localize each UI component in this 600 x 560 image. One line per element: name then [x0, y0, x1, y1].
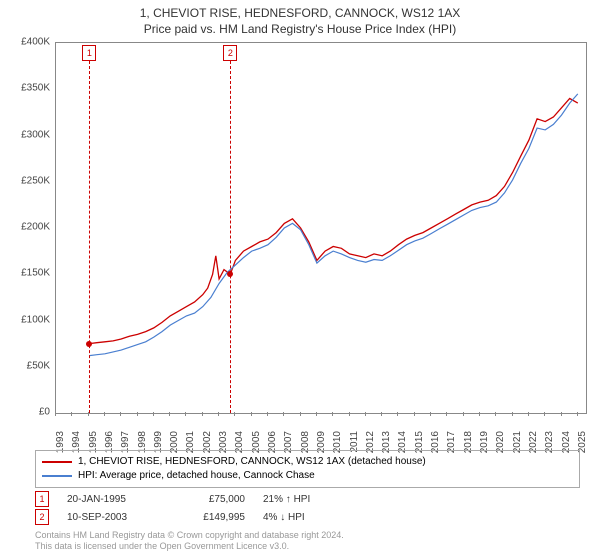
legend-label: 1, CHEVIOT RISE, HEDNESFORD, CANNOCK, WS…: [78, 455, 426, 469]
x-tick-mark: [463, 412, 464, 416]
marker-box: 2: [223, 45, 237, 61]
x-tick-mark: [185, 412, 186, 416]
x-tick-mark: [153, 412, 154, 416]
legend: 1, CHEVIOT RISE, HEDNESFORD, CANNOCK, WS…: [35, 450, 580, 488]
x-tick-mark: [120, 412, 121, 416]
sales-marker: 1: [35, 491, 49, 507]
x-tick-mark: [202, 412, 203, 416]
x-tick-mark: [316, 412, 317, 416]
x-tick-mark: [561, 412, 562, 416]
sale-point: [227, 271, 233, 277]
series-blue: [89, 94, 577, 356]
y-tick-label: £0: [0, 407, 50, 418]
x-tick-mark: [300, 412, 301, 416]
sales-date: 20-JAN-1995: [67, 494, 157, 505]
line-series: [56, 43, 586, 413]
y-tick-label: £150K: [0, 268, 50, 279]
x-tick-mark: [283, 412, 284, 416]
x-tick-mark: [577, 412, 578, 416]
x-tick-mark: [512, 412, 513, 416]
marker-vline: [230, 61, 231, 413]
sales-pct: 21% ↑ HPI: [263, 494, 353, 505]
x-tick-mark: [88, 412, 89, 416]
chart-container: 1, CHEVIOT RISE, HEDNESFORD, CANNOCK, WS…: [0, 0, 600, 560]
legend-item: HPI: Average price, detached house, Cann…: [42, 469, 573, 483]
x-tick-mark: [137, 412, 138, 416]
x-tick-mark: [365, 412, 366, 416]
sales-date: 10-SEP-2003: [67, 512, 157, 523]
y-tick-label: £100K: [0, 314, 50, 325]
attribution-line1: Contains HM Land Registry data © Crown c…: [35, 530, 344, 541]
legend-label: HPI: Average price, detached house, Cann…: [78, 469, 315, 483]
legend-swatch: [42, 475, 72, 477]
series-red: [89, 99, 577, 344]
sales-price: £149,995: [175, 512, 245, 523]
sales-row: 2 10-SEP-2003 £149,995 4% ↓ HPI: [35, 508, 353, 526]
x-tick-mark: [430, 412, 431, 416]
x-tick-mark: [267, 412, 268, 416]
sales-row: 1 20-JAN-1995 £75,000 21% ↑ HPI: [35, 490, 353, 508]
y-tick-label: £50K: [0, 360, 50, 371]
x-tick-mark: [446, 412, 447, 416]
x-tick-mark: [528, 412, 529, 416]
x-tick-mark: [234, 412, 235, 416]
y-tick-label: £350K: [0, 83, 50, 94]
y-tick-label: £400K: [0, 37, 50, 48]
x-tick-mark: [251, 412, 252, 416]
x-tick-mark: [104, 412, 105, 416]
x-tick-mark: [479, 412, 480, 416]
sales-price: £75,000: [175, 494, 245, 505]
attribution: Contains HM Land Registry data © Crown c…: [35, 530, 344, 552]
sales-marker: 2: [35, 509, 49, 525]
x-tick-mark: [169, 412, 170, 416]
x-tick-mark: [544, 412, 545, 416]
x-tick-mark: [414, 412, 415, 416]
y-tick-label: £200K: [0, 222, 50, 233]
legend-item: 1, CHEVIOT RISE, HEDNESFORD, CANNOCK, WS…: [42, 455, 573, 469]
marker-box: 1: [82, 45, 96, 61]
x-tick-mark: [332, 412, 333, 416]
chart-subtitle: Price paid vs. HM Land Registry's House …: [0, 22, 600, 40]
plot-area: 12: [55, 42, 587, 414]
x-tick-mark: [495, 412, 496, 416]
x-tick-mark: [349, 412, 350, 416]
x-tick-mark: [55, 412, 56, 416]
y-tick-label: £300K: [0, 129, 50, 140]
sales-pct: 4% ↓ HPI: [263, 512, 353, 523]
sales-table: 1 20-JAN-1995 £75,000 21% ↑ HPI 2 10-SEP-2003…: [35, 490, 353, 526]
legend-swatch: [42, 461, 72, 463]
x-tick-mark: [397, 412, 398, 416]
x-tick-mark: [381, 412, 382, 416]
sale-point: [86, 341, 92, 347]
x-tick-mark: [71, 412, 72, 416]
chart-title: 1, CHEVIOT RISE, HEDNESFORD, CANNOCK, WS…: [0, 0, 600, 22]
attribution-line2: This data is licensed under the Open Gov…: [35, 541, 344, 552]
marker-vline: [89, 61, 90, 413]
x-tick-mark: [218, 412, 219, 416]
y-tick-label: £250K: [0, 175, 50, 186]
